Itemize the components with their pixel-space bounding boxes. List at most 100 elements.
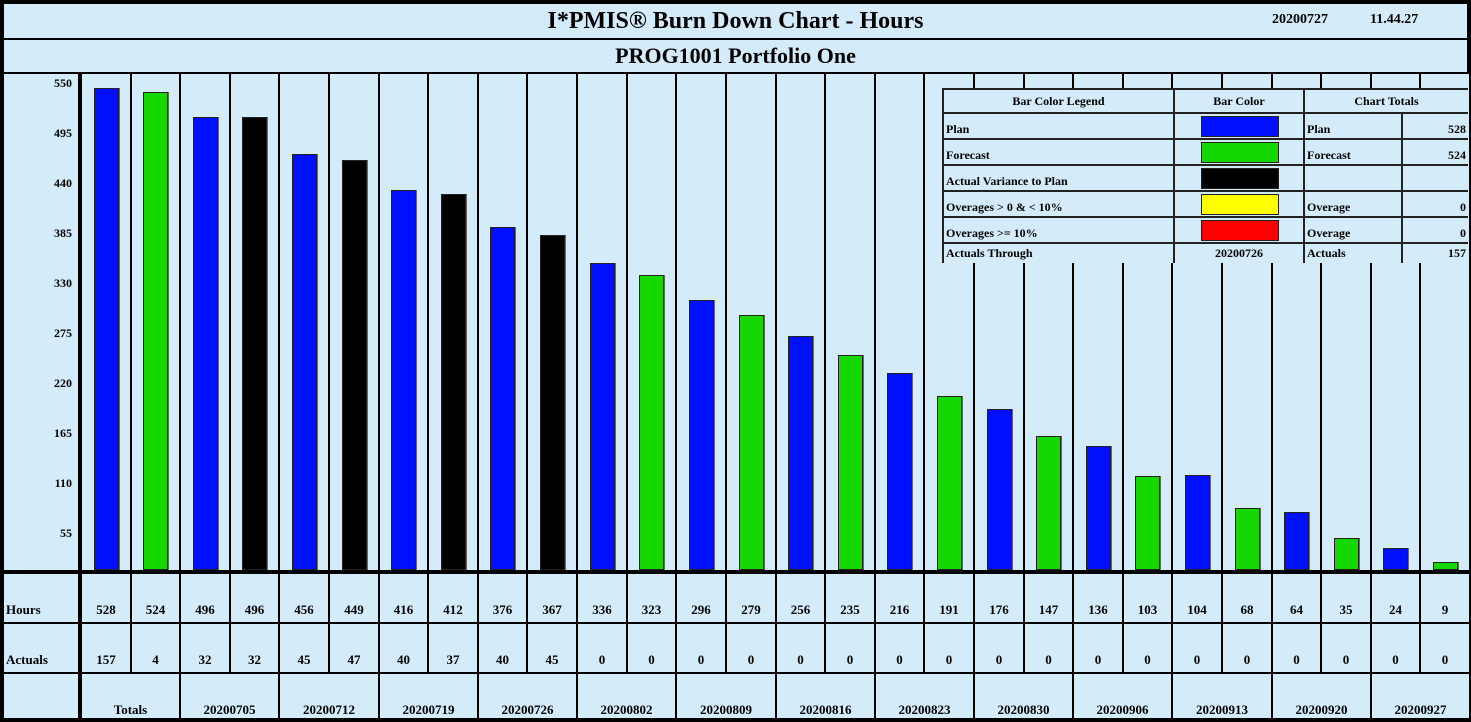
hours-cell: 496 [231,574,278,622]
week-cell: 20200830 [975,674,1072,718]
hours-value: 191 [939,602,959,617]
hours-value: 147 [1038,602,1059,617]
totals-label: Plan [1305,114,1401,138]
actuals-value: 37 [446,652,460,667]
week-cell: 20200726 [479,674,576,718]
hours-value: 256 [790,602,811,617]
bar-plan [887,372,912,570]
color-swatch [1201,168,1279,189]
actuals-cell: 0 [727,624,775,672]
bar-forecast [1334,538,1359,570]
bar-plan [292,153,317,570]
hours-value: 496 [244,602,265,617]
actuals-value: 45 [545,652,559,667]
week-label: 20200726 [501,702,554,717]
bar-actual [540,234,565,570]
hours-cell: 35 [1322,574,1370,622]
actuals-value: 0 [797,652,804,667]
hours-cell: 296 [677,574,725,622]
legend-label: Overages > 0 & < 10% [944,192,1173,216]
actuals-cell: 0 [1273,624,1320,672]
week-label: 20200830 [997,702,1050,717]
week-cell: 20200927 [1372,674,1469,718]
bar-plan [987,409,1012,570]
hours-cell: 528 [82,574,130,622]
actuals-value: 45 [297,652,311,667]
y-tick-label: 385 [54,226,72,240]
week-cell: 20200712 [280,674,378,718]
hours-cell: 103 [1124,574,1171,622]
actuals-cell: 45 [528,624,576,672]
hours-cell: 256 [777,574,824,622]
week-label: 20200809 [700,702,752,717]
y-tick-label: 110 [54,476,72,490]
portfolio-title: PROG1001 Portfolio One [4,40,1467,72]
hours-value: 235 [840,602,860,617]
week-cell: 20200920 [1273,674,1370,718]
y-tick-label: 440 [54,176,72,190]
totals-label: Overage [1305,192,1401,216]
actuals-through-label: Actuals Through [944,244,1173,263]
hours-cell: 216 [876,574,923,622]
actuals-value: 0 [1144,652,1151,667]
legend-swatch-cell [1175,140,1303,164]
hours-value: 64 [1290,602,1303,617]
legend-swatch-cell [1175,114,1303,138]
week-cell: Totals [82,674,179,718]
row-label: Actuals [4,624,78,672]
hours-value: 103 [1137,602,1158,617]
week-label: 20200906 [1096,702,1149,717]
week-label: 20200705 [203,702,256,717]
hours-cell: 449 [330,574,378,622]
actuals-value: 40 [397,652,410,667]
actuals-value: 0 [747,652,755,667]
totals-value: 0 [1403,192,1468,216]
hours-value: 367 [542,602,562,617]
week-label: 20200802 [600,702,653,717]
hours-cell: 323 [628,574,675,622]
hours-value: 216 [889,602,910,617]
week-cell: 20200913 [1173,674,1271,718]
legend-swatch-cell [1175,166,1303,190]
totals-value [1403,166,1468,190]
hours-cell: 235 [826,574,874,622]
bar-plan [391,190,416,570]
bar-plan [1284,511,1309,570]
bar-actual [342,160,367,570]
y-axis: 550 495 440 385 330 275 220 165 110 55 [4,74,78,570]
hours-cell: 416 [380,574,427,622]
actuals-value: 0 [945,652,953,667]
hours-cell: 176 [975,574,1023,622]
actuals-value: 157 [96,652,116,667]
week-label: 20200927 [1394,702,1447,717]
totals-value: 0 [1403,218,1468,242]
totals-value: 524 [1403,140,1468,164]
hours-value: 323 [641,602,662,617]
actuals-value: 0 [1094,652,1102,667]
hours-cell: 191 [925,574,973,622]
hours-cell: 147 [1025,574,1072,622]
totals-label [1305,166,1401,190]
totals-label: Overage [1305,218,1401,242]
hours-value: 68 [1240,602,1254,617]
week-cell: 20200802 [578,674,675,718]
actuals-cell: 32 [231,624,278,672]
legend-label: Actual Variance to Plan [944,166,1173,190]
actuals-cell: 0 [1223,624,1271,672]
actuals-value: 4 [152,652,159,667]
hours-value: 24 [1389,602,1402,617]
y-tick-label: 165 [54,426,72,440]
week-label: 20200913 [1196,702,1248,717]
actuals-cell: 157 [82,624,130,672]
bar-plan [788,336,813,570]
hours-value: 336 [592,602,612,617]
actuals-cell: 47 [330,624,378,672]
hours-cell: 24 [1372,574,1419,622]
bar-plan [590,263,615,570]
hours-value: 376 [492,602,513,617]
color-swatch [1201,194,1279,215]
legend-label: Overages >= 10% [944,218,1173,242]
week-cell: 20200816 [777,674,874,718]
actuals-value: 0 [846,652,854,667]
week-cell: 20200809 [677,674,775,718]
